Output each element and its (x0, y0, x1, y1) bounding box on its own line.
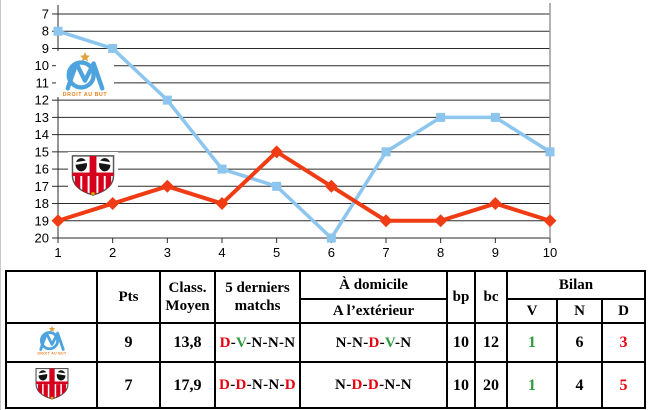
ranking-line-chart: DROIT AU BUT (1, 0, 651, 266)
away-header: A l’extérieur (299, 298, 448, 324)
svg-text:5: 5 (273, 245, 280, 260)
home-away-cell: N-N-D-V-N (299, 321, 448, 364)
svg-text:12: 12 (35, 93, 49, 108)
bc-header: bc (474, 270, 508, 324)
svg-text:19: 19 (35, 213, 49, 228)
table-row-marseille: 9 13,8 D-V-N-N-N N-N-D-V-N 10 12 1 6 3 (5, 321, 646, 364)
svg-text:6: 6 (328, 245, 335, 260)
bilan-n-cell: 6 (556, 321, 603, 364)
last5-cell: D-V-N-N-N (214, 321, 301, 364)
svg-text:11: 11 (36, 75, 50, 90)
bilan-d-header: D (601, 298, 646, 324)
line-chart-canvas: DROIT AU BUT (35, 3, 558, 261)
stats-table: Pts Class. Moyen 5 derniers matchs À dom… (5, 270, 646, 410)
om-logo (56, 51, 114, 97)
home-header: À domicile (299, 270, 448, 300)
svg-text:3: 3 (164, 245, 171, 260)
ajaccio-logo-small (33, 365, 71, 401)
ajaccio-logo (68, 152, 118, 197)
bp-header: bp (446, 270, 476, 324)
svg-text:20: 20 (35, 231, 49, 246)
bilan-v-header: V (506, 298, 558, 324)
team-stats-table: Pts Class. Moyen 5 derniers matchs À dom… (5, 270, 646, 410)
svg-text:9: 9 (492, 245, 499, 260)
bp-cell: 10 (446, 361, 476, 410)
svg-text:7: 7 (42, 7, 49, 22)
svg-text:18: 18 (35, 196, 49, 211)
home-away-cell: N-D-D-N-N (299, 361, 448, 410)
bc-cell: 12 (474, 321, 508, 364)
table-row-ajaccio: 7 17,9 D-D-N-N-D N-D-D-N-N 10 20 1 4 5 (5, 361, 646, 410)
svg-text:1: 1 (54, 245, 61, 260)
bc-cell: 20 (474, 361, 508, 410)
svg-text:10: 10 (543, 245, 557, 260)
pts-header: Pts (96, 270, 161, 324)
bilan-v-cell: 1 (506, 361, 558, 410)
om-logo-small (29, 325, 75, 355)
class-moyen-cell: 13,8 (159, 321, 216, 364)
svg-text:13: 13 (35, 110, 49, 125)
last5-header: 5 derniers matchs (214, 270, 301, 324)
class-moyen-header: Class. Moyen (159, 270, 216, 324)
last5-cell: D-D-N-N-D (214, 361, 301, 410)
bilan-v-cell: 1 (506, 321, 558, 364)
svg-text:9: 9 (42, 41, 49, 56)
team-column-header (5, 270, 98, 324)
svg-text:8: 8 (437, 245, 444, 260)
svg-text:16: 16 (35, 162, 49, 177)
svg-text:10: 10 (35, 58, 49, 73)
chart-team-logos (56, 51, 118, 197)
pts-cell: 7 (96, 361, 161, 410)
svg-text:8: 8 (42, 24, 49, 39)
ajaccio-logo-cell (5, 361, 98, 410)
svg-text:2: 2 (109, 245, 116, 260)
om-logo-cell (5, 321, 98, 364)
bilan-d-cell: 3 (601, 321, 646, 364)
bilan-header: Bilan (506, 270, 646, 300)
svg-text:4: 4 (218, 245, 225, 260)
bp-cell: 10 (446, 321, 476, 364)
svg-text:7: 7 (382, 245, 389, 260)
bilan-d-cell: 5 (601, 361, 646, 410)
svg-text:17: 17 (35, 179, 49, 194)
chart-series (51, 26, 557, 243)
class-moyen-cell: 17,9 (159, 361, 216, 410)
svg-text:15: 15 (35, 144, 49, 159)
bilan-n-header: N (556, 298, 603, 324)
pts-cell: 9 (96, 321, 161, 364)
svg-text:14: 14 (35, 127, 49, 142)
bilan-n-cell: 4 (556, 361, 603, 410)
